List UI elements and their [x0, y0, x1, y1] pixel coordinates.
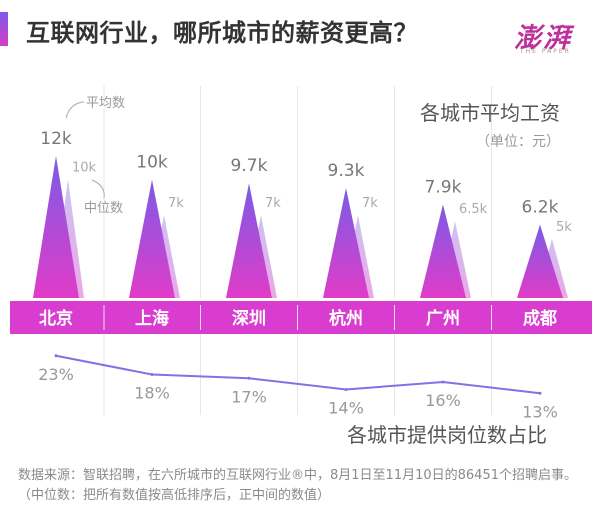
annotation-mean: 平均数 — [86, 96, 125, 111]
city-label: 成都 — [523, 308, 557, 329]
mean-label: 6.2k — [522, 198, 559, 218]
annotation-median: 中位数 — [84, 201, 123, 216]
footnote: 数据来源：智联招聘，在六所城市的互联网行业®中，8月1日至11月10日的8645… — [18, 468, 577, 503]
share-point — [344, 388, 348, 391]
mean-label: 10k — [136, 153, 168, 173]
share-label: 14% — [328, 399, 364, 418]
city-label: 杭州 — [329, 308, 363, 329]
logo: 澎湃 — [514, 23, 572, 54]
mean-label: 9.7k — [231, 156, 268, 176]
share-label: 23% — [38, 365, 74, 384]
share-line — [55, 354, 541, 395]
unit-label: （单位：元） — [476, 134, 560, 150]
share-point — [247, 376, 251, 380]
mean-peak — [226, 183, 272, 298]
median-label: 10k — [72, 161, 97, 176]
annotation-connector — [91, 179, 105, 199]
median-label: 7k — [168, 196, 184, 211]
mean-peak — [420, 204, 466, 298]
share-point — [150, 373, 154, 376]
logo-subtitle: THE PAPER — [520, 48, 571, 55]
mean-peak — [517, 224, 563, 298]
mean-peak — [323, 187, 369, 298]
median-label: 7k — [362, 196, 378, 211]
mean-peak — [33, 156, 79, 298]
annotation-connector — [65, 101, 85, 119]
city-band — [10, 301, 592, 334]
median-label: 7k — [265, 196, 281, 211]
city-label: 广州 — [426, 308, 460, 329]
city-label: 北京 — [39, 308, 73, 329]
median-label: 5k — [556, 220, 572, 235]
page-title: 互联网行业，哪所城市的薪资更高？ — [26, 19, 418, 47]
city-label: 深圳 — [232, 308, 266, 329]
share-label: 13% — [522, 402, 558, 421]
chart-title-salary: 各城市平均工资 — [420, 101, 560, 125]
share-point — [538, 391, 542, 395]
share-point — [54, 354, 58, 358]
mean-label: 12k — [40, 129, 72, 149]
share-label: 17% — [231, 387, 267, 406]
mean-peak — [129, 179, 175, 298]
share-label: 16% — [425, 391, 461, 410]
title-accent-bar — [0, 12, 8, 46]
chart-title-share: 各城市提供岗位数占比 — [347, 423, 547, 447]
city-label: 上海 — [135, 308, 169, 329]
mean-label: 7.9k — [425, 178, 462, 198]
mean-label: 9.3k — [328, 161, 365, 181]
median-label: 6.5k — [459, 202, 488, 217]
share-point — [441, 380, 445, 384]
share-label: 18% — [134, 384, 170, 403]
